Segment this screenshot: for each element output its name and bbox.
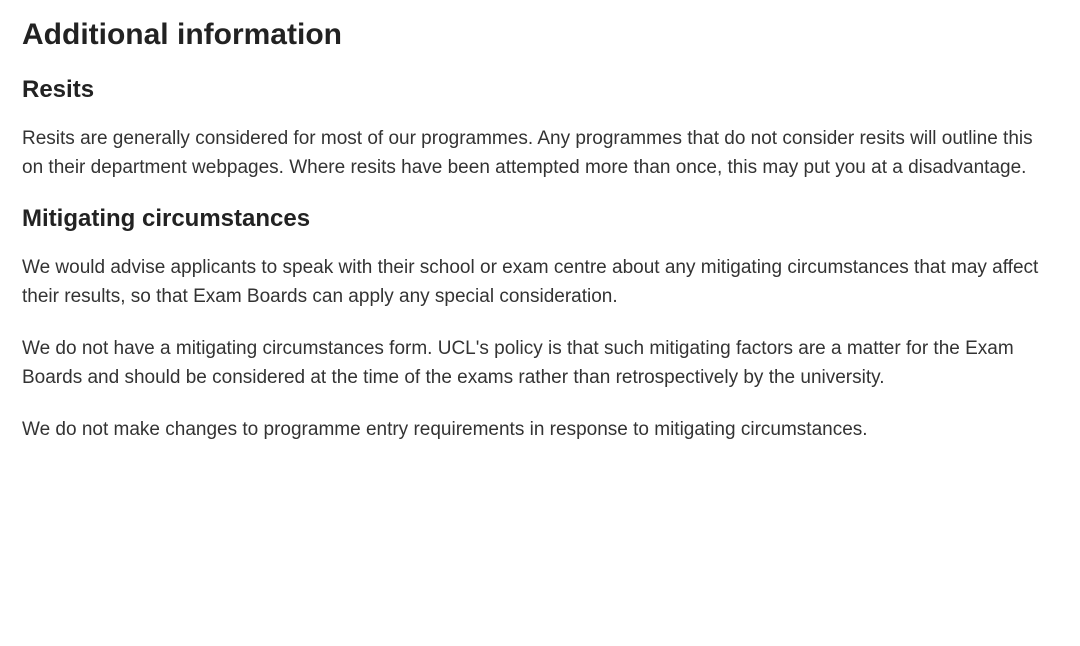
mitigating-paragraph-2: We do not have a mitigating circumstance…	[22, 334, 1058, 393]
resits-paragraph: Resits are generally considered for most…	[22, 124, 1058, 183]
resits-heading: Resits	[22, 76, 1058, 104]
mitigating-paragraph-3: We do not make changes to programme entr…	[22, 415, 1058, 444]
main-heading: Additional information	[22, 18, 1058, 52]
mitigating-heading: Mitigating circumstances	[22, 205, 1058, 233]
mitigating-paragraph-1: We would advise applicants to speak with…	[22, 253, 1058, 312]
